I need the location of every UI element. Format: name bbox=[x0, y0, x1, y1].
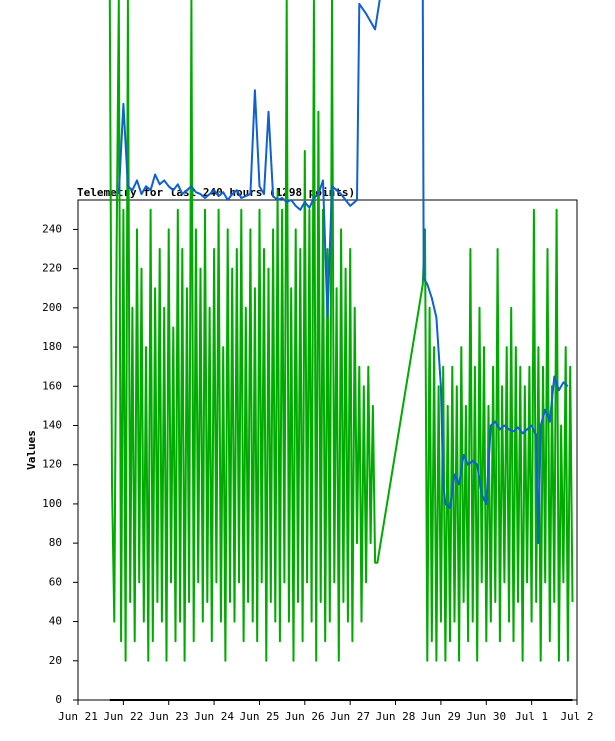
x-tick-label: Jun 24 bbox=[194, 710, 234, 723]
y-tick-label: 200 bbox=[42, 301, 62, 314]
series-line bbox=[108, 0, 574, 662]
y-axis-label: Values bbox=[25, 430, 38, 470]
y-tick-label: 100 bbox=[42, 497, 62, 510]
x-tick-label: Jun 23 bbox=[149, 710, 189, 723]
x-tick-label: Jun 27 bbox=[330, 710, 370, 723]
y-tick-label: 0 bbox=[55, 693, 62, 706]
y-tick-label: 160 bbox=[42, 379, 62, 392]
y-tick-label: 240 bbox=[42, 222, 62, 235]
x-tick-label: Jul 1 bbox=[515, 710, 548, 723]
x-tick-label: Jun 26 bbox=[285, 710, 325, 723]
x-tick-label: Jun 29 bbox=[421, 710, 461, 723]
y-tick-label: 20 bbox=[49, 654, 62, 667]
y-tick-label: 180 bbox=[42, 340, 62, 353]
series-line bbox=[117, 0, 569, 545]
x-tick-label: Jun 21 bbox=[58, 710, 98, 723]
x-tick-label: Jun 30 bbox=[466, 710, 506, 723]
x-tick-label: Jun 25 bbox=[240, 710, 280, 723]
y-tick-label: 80 bbox=[49, 536, 62, 549]
y-tick-label: 120 bbox=[42, 458, 62, 471]
y-tick-label: 220 bbox=[42, 262, 62, 275]
y-tick-label: 140 bbox=[42, 418, 62, 431]
x-tick-label: Jun 22 bbox=[103, 710, 143, 723]
y-tick-label: 60 bbox=[49, 575, 62, 588]
x-tick-label: Jul 2 bbox=[560, 710, 593, 723]
y-tick-label: 40 bbox=[49, 615, 62, 628]
x-tick-label: Jun 28 bbox=[376, 710, 416, 723]
